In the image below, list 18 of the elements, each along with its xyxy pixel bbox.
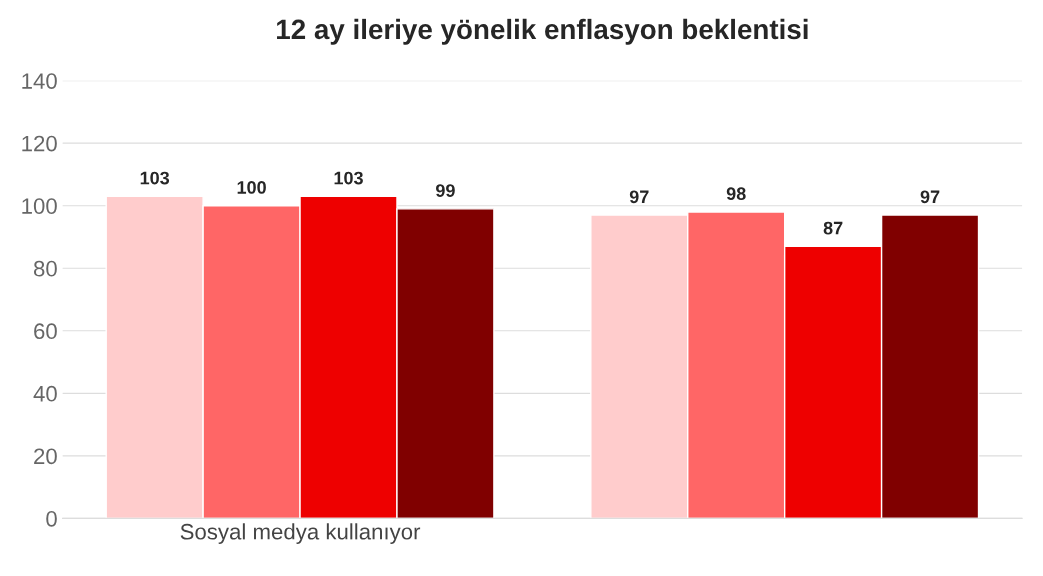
x-tick-label: Sosyal medya kullanıyor	[180, 523, 421, 544]
data-label: 99	[436, 184, 455, 197]
y-tick-label: 120	[22, 135, 57, 152]
y-tick-label: 40	[33, 385, 57, 402]
y-tick-label: 100	[22, 198, 57, 214]
data-label: 97	[920, 190, 940, 204]
y-tick-label: 60	[34, 323, 57, 340]
y-tick-label: 80	[33, 260, 57, 277]
y-tick-label: 20	[34, 448, 57, 465]
data-label: 103	[334, 171, 363, 185]
data-label: 97	[629, 190, 649, 204]
chart-title: 12 ay ileriye yönelik enflasyon beklentisi	[277, 18, 808, 45]
data-label: 98	[726, 187, 746, 201]
y-tick-label: 0	[46, 510, 57, 527]
y-tick-label: 140	[22, 73, 57, 89]
data-label: 87	[823, 221, 843, 235]
data-label: 100	[237, 181, 266, 194]
data-label: 103	[140, 171, 170, 185]
